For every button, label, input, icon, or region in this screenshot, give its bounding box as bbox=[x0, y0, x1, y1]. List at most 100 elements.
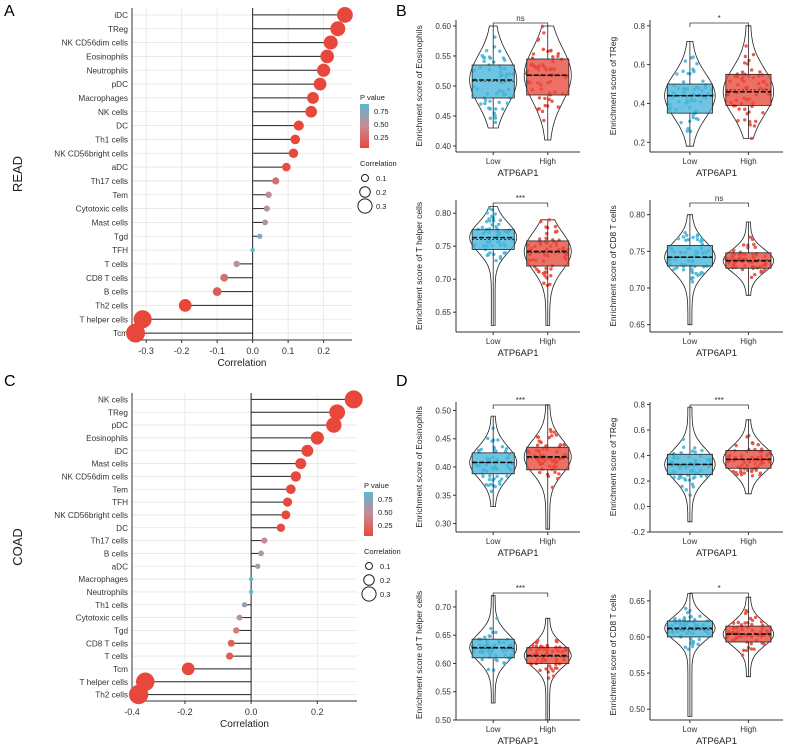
lollipop-dot bbox=[282, 497, 293, 507]
lollipop-dot bbox=[329, 404, 346, 421]
data-point bbox=[734, 443, 738, 448]
violin-shape bbox=[523, 617, 572, 721]
category-label: pDC bbox=[112, 421, 128, 430]
data-point bbox=[736, 620, 740, 625]
lollipop-dot bbox=[128, 684, 149, 705]
x-tick-label: High bbox=[740, 725, 756, 734]
data-point bbox=[748, 123, 752, 127]
x-tick-label: 0.1 bbox=[282, 346, 295, 356]
y-tick-label: 0.65 bbox=[629, 321, 645, 330]
category-label: NK CD56dim cells bbox=[62, 472, 128, 481]
data-point bbox=[694, 116, 699, 121]
significance-label: * bbox=[718, 584, 721, 593]
panel-label-c: C bbox=[4, 373, 16, 390]
legend-colorbar bbox=[364, 492, 373, 536]
category-label: DC bbox=[116, 122, 128, 131]
legend-p-tick: 0.50 bbox=[378, 508, 393, 517]
data-point bbox=[493, 212, 498, 216]
category-label: B cells bbox=[104, 288, 128, 297]
data-point bbox=[753, 119, 758, 124]
data-point bbox=[743, 621, 747, 625]
y-tick-label: 0.50 bbox=[435, 716, 451, 725]
category-label: NK cells bbox=[98, 108, 128, 117]
box-iqr bbox=[666, 245, 713, 267]
data-point bbox=[540, 24, 545, 29]
data-point bbox=[493, 120, 498, 125]
data-point bbox=[691, 235, 695, 240]
lollipop-dot bbox=[290, 134, 301, 145]
data-point bbox=[541, 271, 546, 276]
data-point bbox=[747, 110, 751, 114]
violin-shape bbox=[469, 415, 518, 507]
lollipop-dot bbox=[330, 21, 346, 37]
y-tick-label: 0.40 bbox=[435, 142, 451, 151]
y-tick-label: 0.50 bbox=[629, 705, 645, 714]
violin-panel-d2: -0.2 0.0 0.2 0.4 0.6 0.8 Enrichment score of T… bbox=[608, 396, 783, 559]
data-point bbox=[537, 107, 541, 111]
significance-label: *** bbox=[516, 584, 525, 593]
x-tick-label: Low bbox=[683, 537, 698, 546]
lollipop-dot bbox=[248, 576, 254, 582]
x-tick-label: Low bbox=[683, 157, 698, 166]
lollipop-dot bbox=[290, 471, 301, 482]
x-tick-label: 0.2 bbox=[317, 346, 330, 356]
x-tick-label: 0.2 bbox=[311, 707, 324, 717]
data-point bbox=[543, 103, 547, 108]
data-point bbox=[672, 267, 676, 271]
data-point bbox=[489, 626, 493, 631]
data-point bbox=[496, 438, 500, 442]
data-point bbox=[700, 238, 705, 243]
data-point bbox=[549, 666, 553, 671]
y-tick-label: 0.2 bbox=[634, 138, 646, 147]
y-tick-label: 0.70 bbox=[435, 275, 451, 284]
x-tick-label: Low bbox=[683, 337, 698, 346]
data-point bbox=[553, 224, 558, 229]
data-point bbox=[740, 70, 745, 74]
y-tick-label: 0.30 bbox=[435, 520, 451, 529]
data-point bbox=[688, 129, 693, 134]
data-point bbox=[547, 218, 552, 222]
data-point bbox=[493, 116, 498, 120]
x-axis-title: Correlation bbox=[220, 719, 269, 730]
data-point bbox=[681, 235, 686, 239]
data-point bbox=[479, 447, 483, 452]
category-label: Eosinophils bbox=[86, 434, 128, 443]
data-point bbox=[536, 269, 541, 274]
x-tick-label: 0.0 bbox=[245, 707, 258, 717]
x-tick-label: -0.2 bbox=[177, 707, 193, 717]
data-point bbox=[544, 667, 548, 671]
data-point bbox=[739, 469, 743, 474]
y-tick-label: 0.35 bbox=[435, 491, 451, 500]
data-point bbox=[486, 667, 491, 672]
data-point bbox=[681, 437, 686, 441]
data-point bbox=[700, 448, 704, 453]
data-point bbox=[555, 229, 559, 234]
data-point bbox=[750, 441, 755, 445]
data-point bbox=[539, 440, 543, 444]
lollipop-dot bbox=[317, 63, 331, 77]
data-point bbox=[690, 644, 695, 649]
x-tick-label: High bbox=[540, 725, 556, 734]
legend-size-tick: 0.1 bbox=[380, 562, 390, 571]
x-tick-label: High bbox=[740, 537, 756, 546]
data-point bbox=[751, 52, 756, 57]
data-point bbox=[676, 236, 681, 241]
data-point bbox=[535, 435, 540, 439]
data-point bbox=[701, 271, 705, 275]
data-point bbox=[553, 470, 557, 474]
data-point bbox=[746, 621, 750, 625]
y-tick-label: 0.65 bbox=[435, 631, 451, 640]
data-point bbox=[746, 246, 750, 250]
data-point bbox=[686, 237, 690, 242]
x-tick-label: Low bbox=[486, 157, 501, 166]
box-iqr bbox=[666, 83, 713, 114]
y-tick-label: -0.2 bbox=[631, 528, 645, 537]
data-point bbox=[741, 648, 746, 653]
data-point bbox=[673, 617, 677, 621]
data-point bbox=[551, 55, 555, 59]
lollipop-dot bbox=[258, 550, 264, 557]
data-point bbox=[504, 446, 509, 451]
legend-size-title: Correlation bbox=[364, 547, 401, 556]
category-label: TFH bbox=[112, 498, 128, 507]
data-point bbox=[556, 54, 560, 59]
